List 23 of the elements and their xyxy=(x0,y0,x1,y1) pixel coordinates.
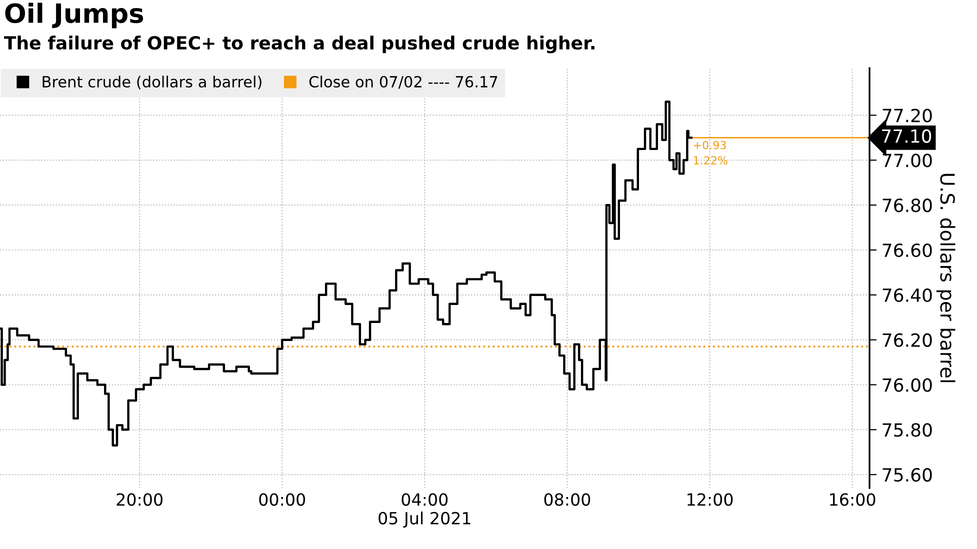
chart-title: Oil Jumps xyxy=(5,2,144,28)
y-tick-label: 76.00 xyxy=(882,378,932,392)
y-tick-label: 76.60 xyxy=(882,243,932,258)
annotation: 77.10 xyxy=(882,129,932,143)
x-tick-label: 04:00 05 Jul 2021 xyxy=(378,493,470,528)
x-tick-label: 20:00 xyxy=(116,493,162,506)
x-tick-label: 16:00 xyxy=(830,493,876,506)
y-axis-title: U.S. dollars per barrel xyxy=(936,174,956,382)
y-tick-label: 76.40 xyxy=(882,288,932,302)
annotation: 1.22% xyxy=(694,156,728,165)
y-tick-label: 76.20 xyxy=(882,333,932,347)
y-tick-label: 77.00 xyxy=(882,154,932,168)
y-tick-label: 75.60 xyxy=(882,468,932,482)
legend-label: Close on 07/02 ---- 76.17 xyxy=(309,76,498,89)
legend-label: Brent crude (dollars a barrel) xyxy=(42,76,262,90)
y-tick-label: 75.80 xyxy=(882,423,932,437)
y-tick-label: 77.20 xyxy=(882,108,932,122)
chart-subtitle: The failure of OPEC+ to reach a deal pushed crude higher. xyxy=(4,36,594,54)
annotation: +0.93 xyxy=(694,140,726,150)
y-tick-label: 76.80 xyxy=(882,198,932,212)
x-tick-label: 00:00 xyxy=(259,493,306,506)
x-tick-label: 12:00 xyxy=(688,493,733,506)
x-tick-label: 08:00 xyxy=(544,493,590,506)
